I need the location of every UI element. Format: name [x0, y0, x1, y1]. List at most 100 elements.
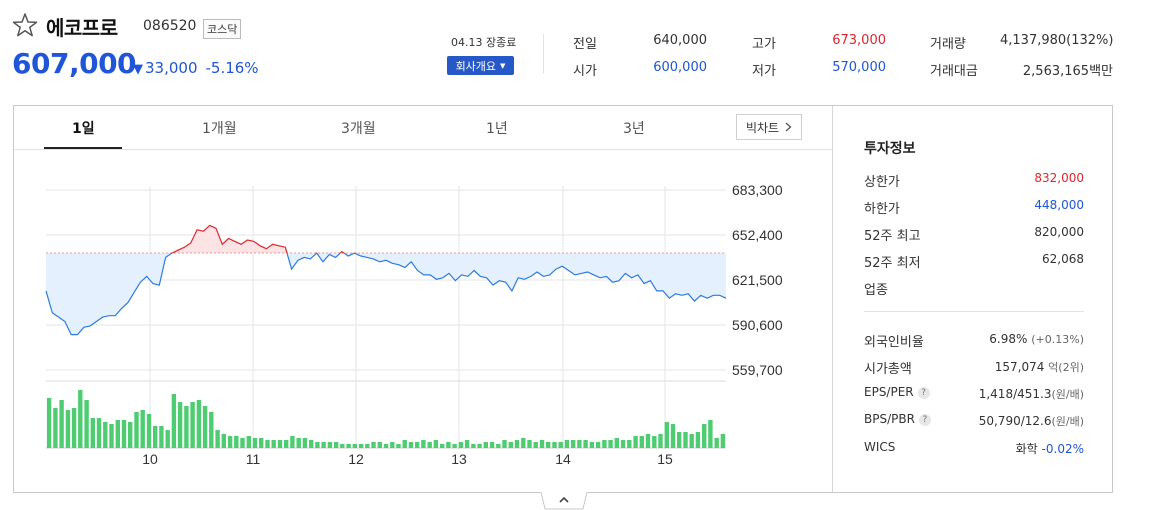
x-tick-label: 13: [451, 451, 467, 467]
volume-bar: [427, 442, 432, 448]
open-label: 시가: [573, 64, 597, 79]
volume-bar: [533, 442, 538, 448]
volume-bar: [140, 410, 145, 448]
volume-bar: [608, 440, 613, 448]
x-tick-label: 14: [555, 451, 571, 467]
volume-bar: [277, 440, 283, 448]
volume-bar: [514, 440, 520, 448]
volume-bar: [78, 390, 83, 448]
help-icon[interactable]: ?: [917, 387, 930, 399]
volume-bar: [464, 440, 470, 448]
y-tick-label: 621,500: [732, 272, 783, 288]
company-overview-button[interactable]: 회사개요 ▼: [447, 56, 514, 75]
52w-high-value: 820,000: [1034, 225, 1084, 239]
volume-bar: [577, 440, 582, 448]
volume-bar: [53, 408, 58, 448]
price-area-up: [46, 225, 726, 254]
trade-value-value: 2,563,165백만: [1022, 64, 1113, 79]
tab-1m[interactable]: 1개월: [202, 121, 237, 137]
bps-pbr-unit: (원/배): [1051, 415, 1084, 428]
volume-bar: [371, 442, 376, 448]
volume-bar: [171, 394, 177, 448]
volume-bar: [271, 440, 276, 448]
volume-bar: [390, 442, 395, 448]
market-cap-rank: 억(2위): [1048, 361, 1084, 374]
volume-bar: [290, 436, 295, 448]
volume-bar: [96, 418, 102, 448]
collapse-tab[interactable]: [533, 492, 595, 510]
high-label: 고가: [752, 37, 776, 52]
x-tick-label: 11: [246, 451, 261, 467]
volume-bar: [477, 444, 482, 448]
tab-1d[interactable]: 1일: [72, 121, 95, 137]
volume-bar: [402, 440, 407, 448]
volume-bar: [564, 440, 570, 448]
volume-bar: [483, 442, 488, 448]
volume-bar: [358, 444, 364, 448]
volume-bar: [508, 442, 513, 448]
volume-bar: [296, 438, 301, 448]
volume-bar: [689, 434, 694, 448]
volume-bar: [627, 440, 632, 448]
low-value: 570,000: [832, 60, 886, 75]
market-cap-label: 시가총액: [864, 362, 912, 377]
upper-limit-label: 상한가: [864, 175, 900, 190]
volume-bar: [103, 422, 108, 448]
stock-code: 086520: [143, 18, 197, 34]
chevron-right-icon: [785, 122, 792, 132]
volume-bar: [165, 430, 170, 448]
lower-limit-value: 448,000: [1034, 198, 1084, 212]
tab-1y[interactable]: 1년: [486, 121, 508, 137]
volume-bar: [652, 436, 657, 448]
investment-info-title: 투자정보: [864, 141, 916, 157]
intraday-chart[interactable]: 683,300 652,400 621,500 590,600 559,700 10 11 1…: [14, 106, 832, 492]
wics-change: -0.02%: [1041, 442, 1084, 456]
volume-bar: [527, 440, 532, 448]
volume-bar: [59, 400, 64, 448]
price-line-down: [45, 253, 727, 336]
y-tick-label: 559,700: [732, 362, 783, 378]
volume-bar: [440, 444, 445, 448]
volume-bar: [265, 440, 270, 448]
panel-separator: [864, 311, 1084, 312]
volume-bar: [365, 444, 370, 448]
wics-sector[interactable]: 화학: [1015, 442, 1038, 456]
volume-bar: [71, 408, 77, 448]
y-tick-label: 683,300: [732, 182, 783, 198]
volume-bar: [333, 442, 339, 448]
x-tick-label: 10: [142, 451, 158, 467]
x-tick-label: 12: [348, 451, 364, 467]
foreign-ratio-number: 6.98%: [989, 332, 1028, 346]
volume-bar: [620, 440, 626, 448]
market-cap-number: 157,074: [994, 360, 1045, 374]
volume-bar: [121, 420, 127, 448]
volume-bar: [227, 436, 233, 448]
eps-per-label: EPS/PER?: [864, 385, 930, 399]
volume-bar: [90, 418, 95, 448]
y-tick-label: 590,600: [732, 317, 783, 333]
chart-container: 1일 1개월 3개월 1년 3년 빅차트 683,300 652,400 621,5…: [13, 105, 1113, 493]
help-icon[interactable]: ?: [918, 414, 931, 426]
volume-bar: [502, 440, 507, 448]
volume-bar: [309, 440, 314, 448]
tab-3m[interactable]: 3개월: [341, 121, 376, 137]
volume-bar: [46, 398, 52, 448]
volume-bar: [346, 444, 351, 448]
header-divider: [543, 34, 544, 74]
bigchart-button[interactable]: 빅차트: [736, 114, 802, 140]
volume-bar: [408, 442, 414, 448]
volume-bar: [421, 440, 426, 448]
volume-bar: [315, 442, 320, 448]
volume-bar: [352, 444, 357, 448]
stock-name: 에코프로: [46, 16, 118, 40]
chevron-up-icon: [559, 496, 569, 503]
volume-bar: [215, 430, 220, 448]
volume-bar: [134, 412, 139, 448]
volume-bar: [159, 426, 164, 448]
eps-per-value: 1,418/451.3(원/배): [979, 386, 1084, 402]
foreign-ratio-value: 6.98% (+0.13%): [989, 332, 1084, 346]
favorite-star-icon[interactable]: [12, 12, 38, 38]
tab-3y[interactable]: 3년: [623, 121, 645, 137]
volume-bar: [321, 442, 326, 448]
